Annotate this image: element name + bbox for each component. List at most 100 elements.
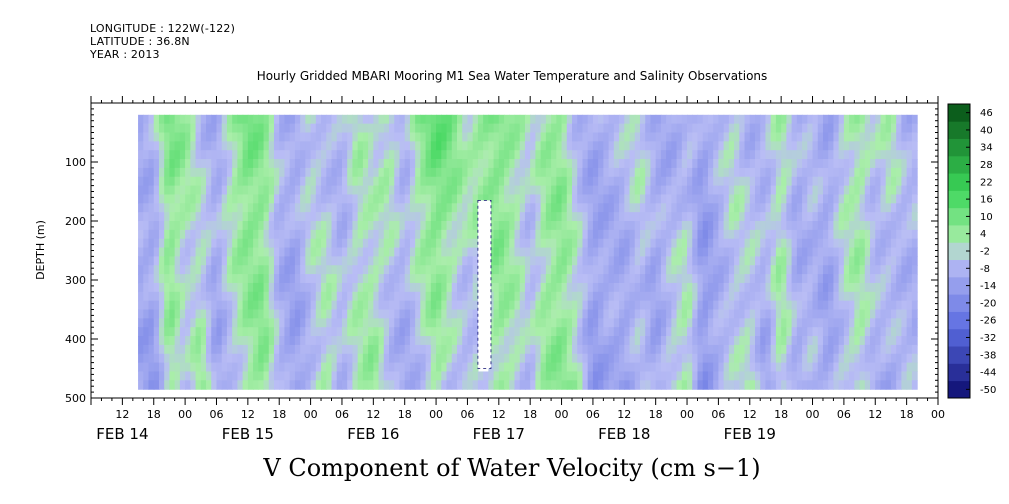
- heatmap-cell: [697, 265, 704, 275]
- heatmap-cell: [634, 123, 641, 134]
- heatmap-cell: [822, 212, 829, 222]
- heatmap-cell: [310, 353, 317, 364]
- heatmap-cell: [702, 265, 709, 275]
- heatmap-cell: [530, 362, 537, 373]
- heatmap-cell: [749, 282, 756, 293]
- heatmap-cell: [436, 247, 442, 257]
- heatmap-cell: [368, 194, 374, 204]
- heatmap-cell: [467, 167, 474, 178]
- heatmap-cell: [833, 176, 840, 187]
- heatmap-cell: [185, 344, 191, 355]
- heatmap-cell: [786, 221, 793, 231]
- heatmap-cell: [263, 380, 270, 390]
- heatmap-cell: [237, 159, 244, 169]
- x-hour-label: 12: [115, 408, 129, 421]
- heatmap-cell: [279, 362, 286, 373]
- heatmap-cell: [504, 132, 510, 142]
- heatmap-cell: [279, 212, 286, 222]
- heatmap-cell: [258, 300, 265, 311]
- heatmap-cell: [174, 114, 181, 125]
- heatmap-cell: [671, 318, 678, 328]
- heatmap-cell: [472, 318, 479, 328]
- heatmap-cell: [509, 212, 516, 222]
- heatmap-cell: [540, 247, 547, 257]
- heatmap-cell: [294, 132, 301, 142]
- heatmap-cell: [577, 371, 584, 381]
- heatmap-cell: [148, 194, 155, 204]
- heatmap-cell: [446, 238, 453, 249]
- heatmap-cell: [294, 185, 301, 196]
- heatmap-cell: [263, 291, 270, 302]
- heatmap-cell: [572, 203, 578, 213]
- heatmap-cell: [226, 212, 233, 222]
- heatmap-cell: [279, 247, 286, 257]
- heatmap-cell: [901, 123, 908, 134]
- heatmap-cell: [629, 344, 636, 355]
- heatmap-cell: [504, 212, 510, 222]
- heatmap-cell: [493, 265, 500, 275]
- heatmap-cell: [519, 194, 526, 204]
- heatmap-cell: [629, 159, 636, 169]
- heatmap-cell: [624, 256, 631, 266]
- heatmap-cell: [373, 362, 380, 373]
- heatmap-cell: [645, 212, 652, 222]
- heatmap-cell: [420, 291, 427, 302]
- heatmap-cell: [430, 353, 437, 364]
- heatmap-cell: [425, 229, 432, 240]
- heatmap-cell: [341, 291, 348, 302]
- heatmap-cell: [885, 371, 892, 381]
- heatmap-cell: [739, 336, 746, 346]
- heatmap-cell: [702, 185, 709, 196]
- heatmap-cell: [509, 132, 516, 142]
- heatmap-cell: [242, 212, 249, 222]
- heatmap-cell: [828, 353, 835, 364]
- heatmap-cell: [467, 247, 474, 257]
- heatmap-cell: [734, 238, 740, 249]
- heatmap-cell: [253, 141, 259, 151]
- heatmap-cell: [362, 362, 369, 373]
- heatmap-cell: [425, 212, 432, 222]
- heatmap-cell: [760, 247, 767, 257]
- heatmap-cell: [483, 114, 489, 125]
- heatmap-cell: [357, 282, 364, 293]
- heatmap-cell: [765, 274, 772, 284]
- heatmap-cell: [911, 159, 918, 169]
- heatmap-cell: [660, 282, 667, 293]
- heatmap-cell: [561, 167, 568, 178]
- heatmap-cell: [415, 256, 421, 266]
- heatmap-cell: [336, 194, 343, 204]
- heatmap-cell: [504, 167, 510, 178]
- heatmap-cell: [153, 282, 160, 293]
- heatmap-cell: [336, 141, 343, 151]
- heatmap-cell: [462, 132, 469, 142]
- heatmap-cell: [655, 336, 662, 346]
- heatmap-cell: [676, 194, 683, 204]
- heatmap-cell: [859, 203, 866, 213]
- heatmap-cell: [179, 176, 186, 187]
- heatmap-cell: [561, 282, 568, 293]
- heatmap-cell: [164, 159, 171, 169]
- heatmap-cell: [310, 150, 317, 160]
- heatmap-cell: [268, 185, 275, 196]
- heatmap-cell: [885, 353, 892, 364]
- heatmap-cell: [859, 123, 866, 134]
- heatmap-cell: [347, 203, 354, 213]
- heatmap-cell: [739, 282, 746, 293]
- heatmap-cell: [817, 141, 824, 151]
- heatmap-cell: [802, 141, 808, 151]
- heatmap-cell: [551, 212, 557, 222]
- heatmap-cell: [425, 185, 432, 196]
- heatmap-cell: [535, 247, 542, 257]
- heatmap-cell: [483, 176, 489, 187]
- heatmap-cell: [592, 300, 599, 311]
- heatmap-cell: [629, 318, 636, 328]
- y-axis-ticks: [91, 102, 938, 399]
- heatmap-cell: [216, 229, 223, 240]
- heatmap-cell: [174, 123, 181, 134]
- heatmap-cell: [796, 353, 803, 364]
- heatmap-cell: [441, 159, 448, 169]
- heatmap-cell: [200, 362, 207, 373]
- heatmap-cell: [185, 353, 191, 364]
- heatmap-cell: [765, 256, 772, 266]
- heatmap-cell: [425, 274, 432, 284]
